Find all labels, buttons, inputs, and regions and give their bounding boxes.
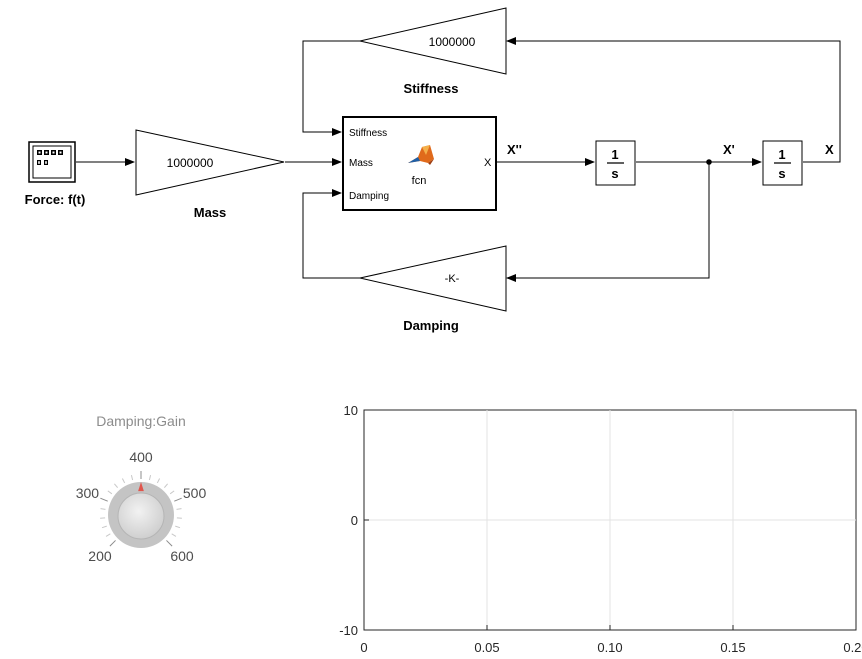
matlab-function-icon [408, 145, 434, 165]
signal-lines [76, 37, 841, 282]
damping-gain-label: Damping [403, 318, 459, 333]
integrator-2-denominator: s [778, 166, 785, 181]
mass-gain-value: 1000000 [167, 156, 214, 170]
matlab-function-block[interactable]: Stiffness Mass Damping X fcn [342, 116, 497, 211]
knob-tick [121, 478, 126, 484]
x-tick-label: 0.15 [720, 640, 745, 655]
knob-tick-labels: 200 300 400 500 600 [76, 449, 207, 564]
knob-indicator [138, 482, 144, 492]
plot-grid [363, 409, 857, 631]
line-damping-to-fcn[interactable] [302, 189, 360, 279]
knob-tick [107, 490, 113, 495]
fcn-input-stiffness: Stiffness [349, 128, 387, 139]
knob-tick [101, 525, 107, 529]
y-tick-label: -10 [339, 623, 358, 638]
knob-tick-label: 300 [76, 485, 100, 501]
knob-tick [105, 533, 111, 537]
line-position-to-stiffness[interactable] [506, 37, 841, 163]
knob-tick [109, 540, 116, 547]
knob-tick-marks [100, 471, 182, 547]
knob-tick [130, 475, 134, 481]
knob-tick [171, 533, 177, 537]
knob-tick-label: 400 [129, 449, 153, 465]
fcn-input-damping: Damping [349, 191, 389, 202]
integrator-1-numerator: 1 [611, 147, 618, 162]
x-tick-label: 0.20 [843, 640, 862, 655]
branch-point [706, 159, 712, 165]
damping-gain-knob[interactable]: Damping:Gain 200 300 400 500 600 [76, 413, 207, 564]
stiffness-gain-label: Stiffness [404, 81, 459, 96]
knob-tick [175, 525, 181, 529]
mass-gain-label: Mass [194, 205, 227, 220]
knob-tick [169, 490, 175, 495]
x-tick-labels: 0 0.05 0.10 0.15 0.20 [360, 640, 862, 655]
stiffness-gain-block[interactable]: 1000000 [359, 7, 507, 75]
force-source-label: Force: f(t) [25, 192, 86, 207]
signal-builder-icon [37, 150, 63, 165]
x-tick-label: 0.05 [474, 640, 499, 655]
knob-tick [100, 497, 108, 502]
force-source-block[interactable] [28, 141, 76, 183]
integrator-1-denominator: s [611, 166, 618, 181]
y-tick-label: 10 [344, 403, 358, 418]
integrator-2-numerator: 1 [778, 147, 785, 162]
fcn-output-port: X [484, 157, 492, 169]
damping-gain-value: -K- [445, 273, 460, 285]
knob-tick [148, 475, 152, 481]
knob-tick [163, 483, 169, 488]
knob-face[interactable] [117, 492, 165, 540]
signal-label-position: X [825, 142, 834, 157]
stiffness-gain-value: 1000000 [429, 35, 476, 49]
line-velocity-to-damping[interactable] [506, 162, 710, 282]
knob-tick [100, 508, 106, 510]
signal-label-acceleration: X'' [507, 142, 522, 157]
line-stiffness-to-fcn[interactable] [302, 40, 360, 136]
x-tick-label: 0 [360, 640, 367, 655]
knob-tick [174, 497, 182, 502]
knob-tick [156, 478, 161, 484]
knob-tick-label: 500 [183, 485, 207, 501]
knob-tick [113, 483, 119, 488]
x-tick-label: 0.10 [597, 640, 622, 655]
signal-label-velocity: X' [723, 142, 735, 157]
y-tick-labels: -10 0 10 [339, 403, 358, 638]
y-tick-label: 0 [351, 513, 358, 528]
fcn-input-mass: Mass [349, 158, 373, 169]
knob-tick [166, 540, 173, 547]
knob-tick-label: 200 [88, 548, 112, 564]
fcn-name: fcn [412, 175, 427, 187]
damping-gain-block[interactable]: -K- [359, 245, 507, 312]
knob-title: Damping:Gain [96, 413, 186, 429]
integrator-1-block[interactable]: 1 s [595, 140, 636, 186]
integrator-2-block[interactable]: 1 s [762, 140, 803, 186]
knob-tick-label: 600 [170, 548, 194, 564]
mass-gain-block[interactable]: 1000000 [135, 129, 285, 196]
knob-tick [176, 508, 182, 510]
